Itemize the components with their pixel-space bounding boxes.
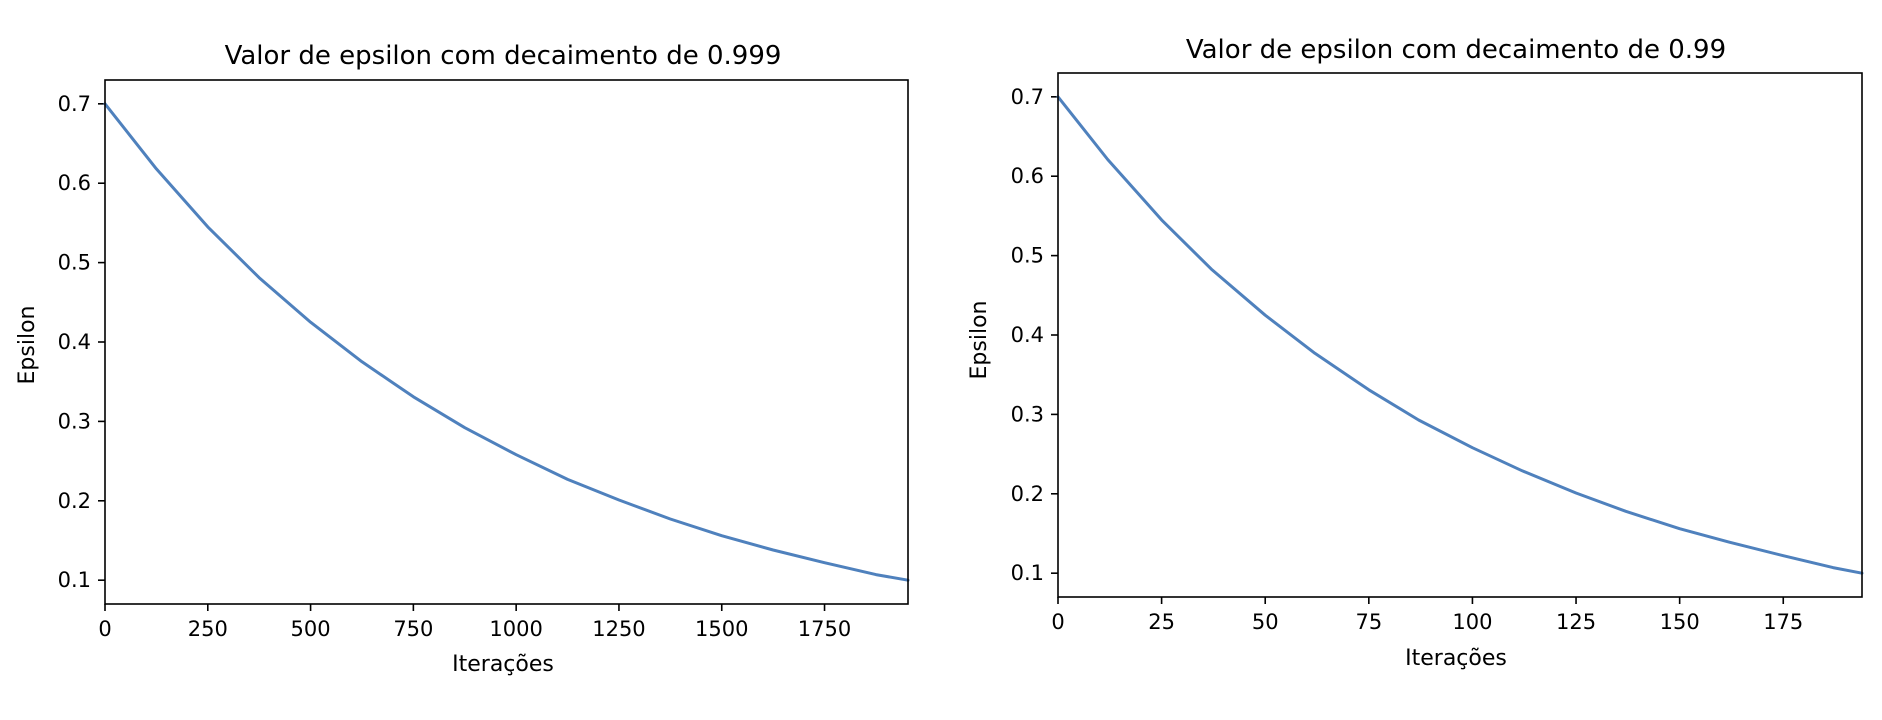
- chart-epsilon-decay-099: Valor de epsilon com decaimento de 0.99 …: [967, 35, 1864, 671]
- chart-title: Valor de epsilon com decaimento de 0.99: [1186, 35, 1726, 65]
- x-tick-label: 175: [1763, 610, 1803, 634]
- y-tick-label: 0.4: [58, 330, 91, 354]
- x-tick-label: 1250: [592, 617, 645, 641]
- x-tick-label: 125: [1556, 610, 1596, 634]
- x-tick-label: 1500: [695, 617, 748, 641]
- y-tick-label: 0.7: [1011, 85, 1044, 109]
- x-tick-label: 750: [393, 617, 433, 641]
- x-tick-label: 50: [1252, 610, 1279, 634]
- y-tick-label: 0.5: [1011, 244, 1044, 268]
- y-tick-label: 0.1: [1011, 561, 1044, 585]
- y-tick-label: 0.6: [1011, 164, 1044, 188]
- x-tick-label: 1000: [489, 617, 542, 641]
- y-tick-label: 0.5: [58, 251, 91, 275]
- series-group: [1056, 95, 1864, 575]
- x-tick-label: 0: [98, 617, 111, 641]
- x-tick-label: 25: [1148, 610, 1175, 634]
- x-axis-label: Iterações: [452, 652, 554, 677]
- x-tick-label: 500: [291, 617, 331, 641]
- y-tick-label: 0.2: [58, 489, 91, 513]
- plot-frame: [104, 79, 909, 605]
- y-axis-label: Epsilon: [15, 306, 40, 385]
- axis-ticks: 0 25 50 75 100 125 150 175 0.1 0.2 0.3 0.4 0.5 0.6 0.7: [1011, 85, 1804, 634]
- y-tick-label: 0.3: [1011, 402, 1044, 426]
- y-axis-label: Epsilon: [967, 301, 992, 380]
- series-group: [103, 102, 910, 582]
- chart-epsilon-decay-0999: Valor de epsilon com decaimento de 0.999…: [15, 41, 910, 677]
- x-tick-label: 1750: [798, 617, 851, 641]
- y-tick-label: 0.4: [1011, 323, 1044, 347]
- x-tick-label: 150: [1660, 610, 1700, 634]
- x-tick-label: 0: [1051, 610, 1064, 634]
- y-tick-label: 0.6: [58, 171, 91, 195]
- chart-title: Valor de epsilon com decaimento de 0.999: [225, 41, 782, 71]
- y-tick-label: 0.1: [58, 568, 91, 592]
- x-tick-label: 100: [1452, 610, 1492, 634]
- series-line: [1056, 95, 1864, 575]
- plot-frame: [1057, 72, 1863, 598]
- y-tick-label: 0.7: [58, 92, 91, 116]
- series-line: [103, 102, 910, 582]
- axis-ticks: 0 250 500 750 1000 1250 1500 1750 0.1 0.2 0.3 0.4 0.…: [58, 92, 852, 641]
- x-axis-label: Iterações: [1405, 646, 1507, 671]
- x-tick-label: 75: [1355, 610, 1382, 634]
- x-tick-label: 250: [188, 617, 228, 641]
- y-tick-label: 0.2: [1011, 482, 1044, 506]
- y-tick-label: 0.3: [58, 409, 91, 433]
